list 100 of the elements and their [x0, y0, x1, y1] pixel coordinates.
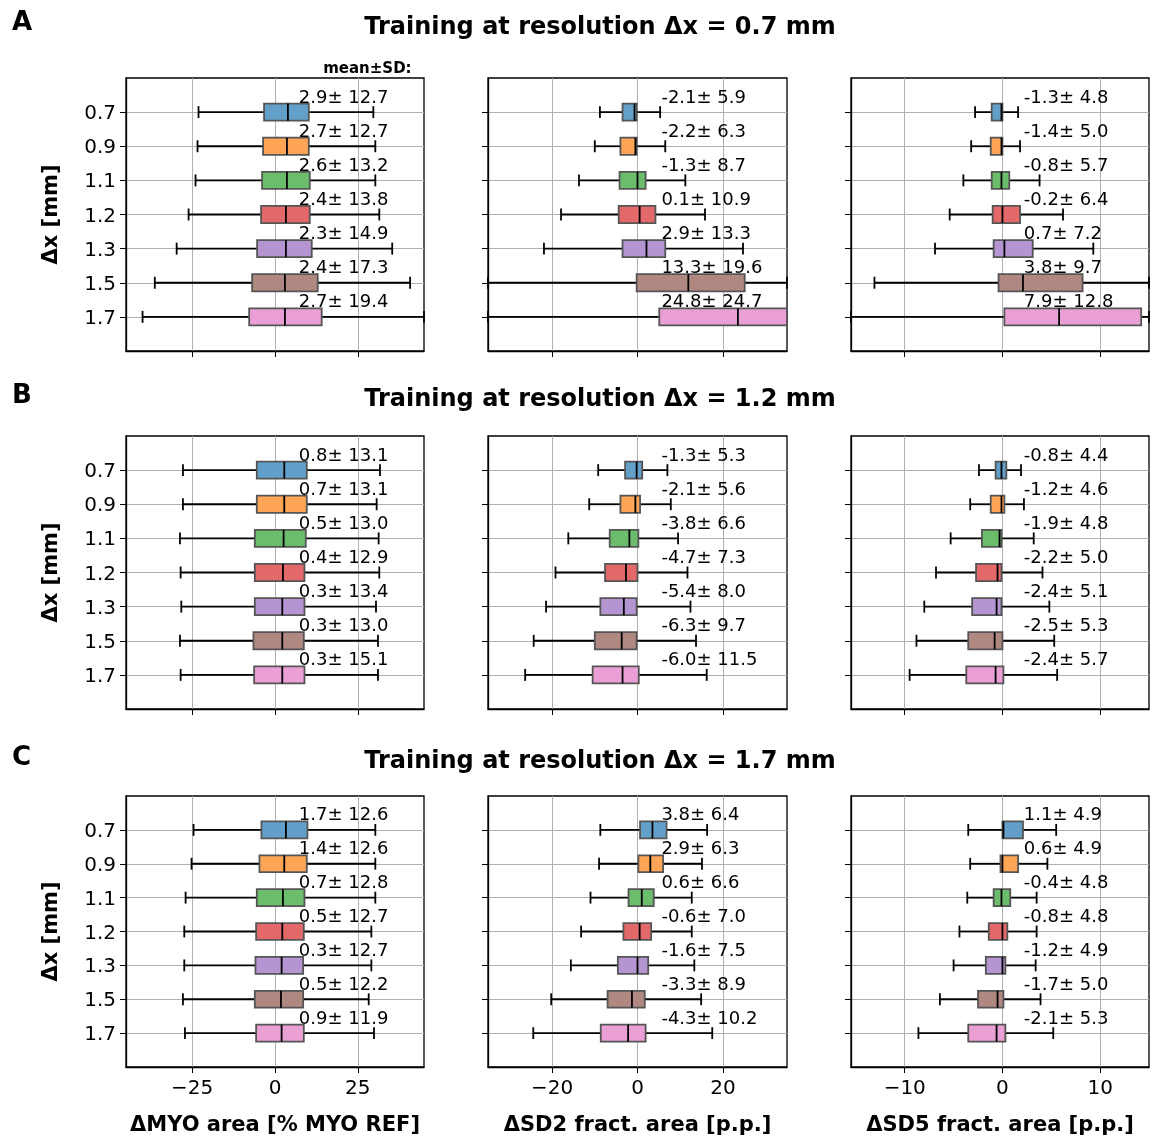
- chart-title: Training at resolution Δx = 1.7 mm: [363, 746, 837, 774]
- text: -2.4± 5.1: [1023, 580, 1109, 602]
- x-tick-label: 0: [996, 1075, 1009, 1099]
- text: -0.2± 6.4: [1023, 187, 1109, 209]
- text: -1.7± 5.0: [1023, 972, 1109, 994]
- y-tick-label: 0.7: [84, 100, 116, 125]
- text: mean±SD:: [323, 59, 412, 77]
- text: 0.3± 13.4: [298, 580, 389, 602]
- y-tick-label: 1.1: [84, 168, 116, 193]
- y-tick-label: 0.9: [84, 134, 116, 159]
- text: A: [12, 6, 33, 36]
- text: -0.8± 5.7: [1023, 153, 1109, 175]
- text: 0.9± 11.9: [298, 1006, 389, 1028]
- y-tick-label: 1.7: [84, 662, 116, 687]
- text: -5.4± 8.0: [661, 580, 746, 602]
- y-tick-label: 0.9: [84, 851, 116, 876]
- text: -0.4± 4.8: [1023, 871, 1109, 893]
- text: -3.8± 6.6: [661, 511, 746, 533]
- text: 0.7± 7.2: [1023, 222, 1102, 244]
- text: 2.9± 13.3: [661, 222, 751, 244]
- text: -6.3± 9.7: [661, 614, 746, 636]
- text: -2.1± 5.6: [661, 477, 746, 499]
- y-tick-label: 1.3: [84, 953, 116, 978]
- y-tick-label: 1.2: [84, 919, 116, 944]
- y-tick-label: 1.1: [84, 526, 116, 551]
- y-tick-label: 1.3: [84, 236, 116, 261]
- text: 2.9± 6.3: [661, 837, 740, 859]
- text: 2.4± 13.8: [298, 187, 389, 209]
- x-axis-title: ΔSD5 fract. area [p.p.]: [866, 1111, 1134, 1136]
- text: -1.3± 8.7: [661, 153, 746, 175]
- y-axis-title: Δx [mm]: [37, 522, 62, 623]
- y-axis-title: Δx [mm]: [37, 881, 62, 982]
- text: -1.2± 4.6: [1023, 477, 1109, 499]
- x-tick-label: −20: [530, 1075, 574, 1099]
- text: 0.7± 12.8: [298, 871, 389, 893]
- text: 0.3± 12.7: [298, 938, 389, 960]
- text: 0.5± 12.2: [298, 972, 389, 994]
- text: -6.0± 11.5: [661, 648, 758, 670]
- text: 2.7± 12.7: [298, 119, 389, 141]
- text: -3.3± 8.9: [661, 972, 746, 994]
- text: -0.8± 4.8: [1023, 905, 1109, 927]
- text: 2.4± 17.3: [298, 256, 389, 278]
- text: -2.1± 5.9: [661, 85, 746, 107]
- y-tick-label: 1.2: [84, 202, 116, 227]
- y-tick-label: 1.2: [84, 560, 116, 585]
- text: 0.6± 6.6: [661, 871, 740, 893]
- text: -1.6± 7.5: [661, 938, 746, 960]
- y-tick-label: 0.7: [84, 817, 116, 842]
- x-axis-title: ΔSD2 fract. area [p.p.]: [503, 1111, 772, 1136]
- text: B: [12, 379, 32, 409]
- text: -1.3± 4.8: [1023, 85, 1109, 107]
- text: 7.9± 12.8: [1023, 290, 1114, 312]
- y-tick-label: 1.1: [84, 885, 116, 910]
- chart-title: Training at resolution Δx = 1.2 mm: [363, 384, 837, 412]
- text: 3.8± 9.7: [1023, 256, 1102, 278]
- text: 0.6± 4.9: [1023, 837, 1102, 859]
- x-tick-label: −10: [883, 1075, 926, 1099]
- x-tick-label: −25: [171, 1075, 214, 1099]
- x-tick-label: 0: [268, 1075, 282, 1099]
- y-axis-title: Δx [mm]: [37, 164, 62, 265]
- y-tick-label: 0.9: [84, 492, 116, 517]
- y-tick-label: 1.5: [84, 628, 116, 653]
- text: 0.5± 13.0: [298, 511, 389, 533]
- text: -1.9± 4.8: [1023, 511, 1109, 533]
- text: 0.4± 12.9: [298, 545, 389, 567]
- text: -0.6± 7.0: [661, 905, 746, 927]
- text: 2.6± 13.2: [298, 153, 389, 175]
- text: 1.4± 12.6: [298, 837, 389, 859]
- y-tick-label: 1.7: [84, 1021, 116, 1046]
- text: 0.7± 13.1: [298, 477, 389, 499]
- text: 1.1± 4.9: [1023, 803, 1102, 825]
- y-tick-label: 1.5: [84, 987, 116, 1012]
- text: 2.9± 12.7: [298, 85, 389, 107]
- text: 24.8± 24.7: [661, 290, 763, 312]
- text: 0.5± 12.7: [298, 905, 389, 927]
- text: 0.1± 10.9: [661, 187, 751, 209]
- text: 0.3± 13.0: [298, 614, 389, 636]
- x-tick-label: 20: [710, 1075, 736, 1099]
- text: 2.7± 19.4: [298, 290, 389, 312]
- text: 3.8± 6.4: [661, 803, 740, 825]
- y-tick-label: 1.7: [84, 304, 116, 329]
- text: -1.3± 5.3: [661, 443, 746, 465]
- text: -2.1± 5.3: [1023, 1006, 1109, 1028]
- y-tick-label: 1.5: [84, 270, 116, 295]
- text: 0.8± 13.1: [298, 443, 389, 465]
- x-tick-label: 25: [345, 1075, 371, 1099]
- text: -1.2± 4.9: [1023, 938, 1109, 960]
- x-tick-label: 10: [1087, 1075, 1113, 1099]
- text: -2.2± 6.3: [661, 119, 746, 141]
- y-tick-label: 0.7: [84, 458, 116, 483]
- text: 2.3± 14.9: [298, 222, 389, 244]
- text: -0.8± 4.4: [1023, 443, 1109, 465]
- text: -4.3± 10.2: [661, 1006, 758, 1028]
- text: C: [12, 741, 32, 771]
- chart-title: Training at resolution Δx = 0.7 mm: [363, 12, 837, 40]
- x-tick-label: 0: [631, 1075, 644, 1099]
- text: -4.7± 7.3: [661, 545, 746, 567]
- text: 0.3± 15.1: [298, 648, 389, 670]
- text: -2.5± 5.3: [1023, 614, 1109, 636]
- text: 1.7± 12.6: [298, 803, 389, 825]
